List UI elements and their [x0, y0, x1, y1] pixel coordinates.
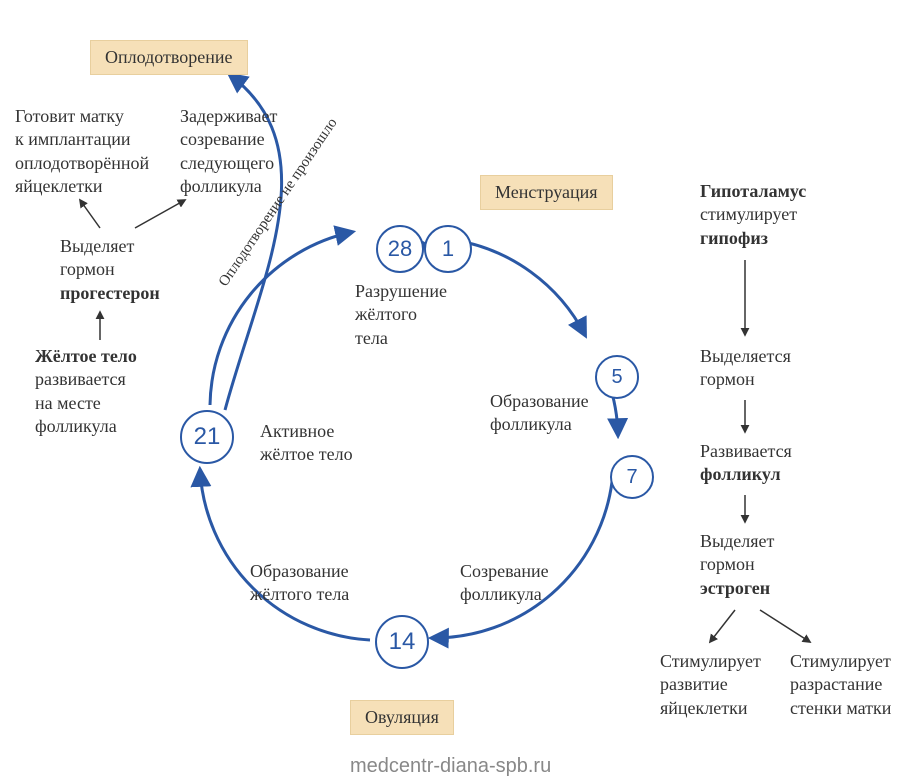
day-28-num: 28 [388, 236, 412, 262]
day-21: 21 [180, 410, 234, 464]
txt-stim-wall: Стимулируетразрастаниестенки матки [790, 650, 891, 720]
txt-maturation: Созреваниефолликула [460, 560, 549, 607]
box-fertilization-label: Оплодотворение [105, 47, 233, 67]
day-28: 28 [376, 225, 424, 273]
day-14-num: 14 [389, 628, 416, 656]
watermark: medcentr-diana-spb.ru [350, 755, 551, 778]
box-ovulation-label: Овуляция [365, 707, 439, 727]
box-menstruation: Менструация [480, 175, 613, 210]
txt-formation-f: Образованиефолликула [490, 390, 589, 437]
txt-hypothalamus: Гипоталамусстимулируетгипофиз [700, 180, 806, 250]
day-1-num: 1 [442, 236, 454, 262]
day-21-num: 21 [194, 423, 221, 451]
txt-hormone1: Выделяетсягормон [700, 345, 791, 392]
txt-formation-y: Образованиежёлтого тела [250, 560, 349, 607]
txt-delays: Задерживаетсозреваниеследующегофолликула [180, 105, 277, 199]
txt-prepares: Готовит маткук имплантацииоплодотворённо… [15, 105, 149, 199]
day-7: 7 [610, 455, 654, 499]
day-1: 1 [424, 225, 472, 273]
day-5-num: 5 [611, 366, 622, 389]
txt-yellow-body: Жёлтое телоразвиваетсяна местефолликула [35, 345, 137, 439]
box-menstruation-label: Менструация [495, 182, 598, 202]
txt-progesterone: Выделяетгормонпрогестерон [60, 235, 160, 305]
txt-follicle-dev: Развиваетсяфолликул [700, 440, 792, 487]
day-14: 14 [375, 615, 429, 669]
box-ovulation: Овуляция [350, 700, 454, 735]
txt-estrogen: Выделяетгормонэстроген [700, 530, 774, 600]
txt-destruction: Разрушениежёлтоготела [355, 280, 447, 350]
txt-stim-egg: Стимулируетразвитиеяйцеклетки [660, 650, 761, 720]
day-5: 5 [595, 355, 639, 399]
txt-active-y: Активноежёлтое тело [260, 420, 353, 467]
box-fertilization: Оплодотворение [90, 40, 248, 75]
day-7-num: 7 [626, 466, 637, 489]
